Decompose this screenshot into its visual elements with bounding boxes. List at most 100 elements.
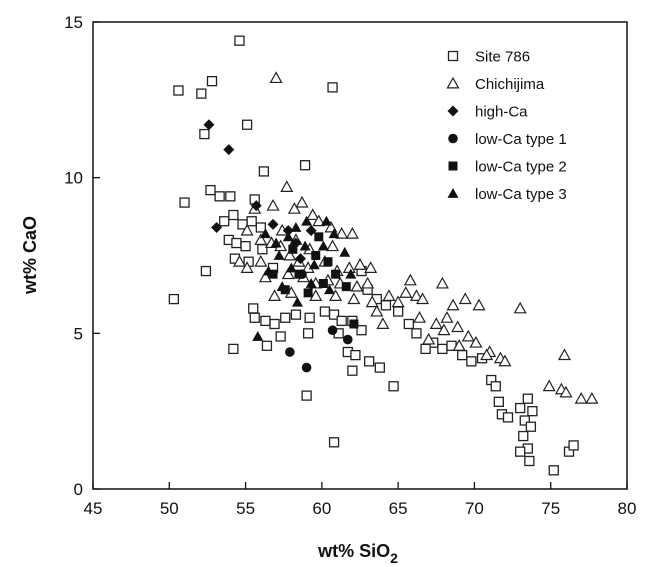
point-low-ca-type-1-3 (342, 334, 353, 345)
point-site-786-32 (280, 312, 291, 323)
point-high-ca-7 (305, 225, 317, 237)
point-site-786-60 (437, 343, 448, 355)
plot-frame (92, 21, 628, 490)
point-low-ca-type-3-9 (339, 246, 351, 257)
point-chichijima-73 (437, 323, 451, 336)
point-low-ca-type-3-7 (317, 240, 329, 251)
point-chichijima-33 (399, 286, 413, 298)
point-chichijima-8 (335, 226, 349, 239)
point-low-ca-type-3-3 (282, 231, 294, 242)
point-site-786-7 (179, 197, 190, 208)
point-chichijima-58 (345, 226, 359, 239)
point-chichijima-19 (342, 261, 356, 273)
point-site-786-62 (457, 349, 468, 361)
point-chichijima-56 (574, 391, 588, 404)
point-site-786-48 (275, 331, 286, 342)
point-low-ca-type-2-7 (341, 282, 351, 292)
point-chichijima-4 (287, 202, 301, 214)
x-axis-label: wt% SiO2 (317, 541, 398, 566)
y-axis-label: wt% CaO (20, 216, 40, 295)
point-chichijima-45 (451, 320, 465, 333)
point-chichijima-1 (280, 180, 294, 193)
point-site-786-15 (228, 209, 239, 221)
point-low-ca-type-2-3 (303, 288, 313, 298)
point-chichijima-70 (376, 317, 390, 329)
point-low-ca-type-3-5 (299, 240, 311, 251)
point-site-786-34 (304, 312, 315, 323)
point-low-ca-type-3-2 (273, 250, 285, 260)
point-site-786-5 (199, 128, 210, 140)
point-low-ca-type-3-4 (290, 221, 302, 232)
point-low-ca-type-2-11 (314, 232, 324, 242)
point-high-ca-4 (267, 218, 279, 230)
point-chichijima-59 (326, 239, 340, 252)
legend-marker-low-ca-type-3 (447, 188, 459, 198)
point-site-786-3 (206, 76, 218, 87)
point-site-786-39 (356, 325, 367, 336)
point-chichijima-40 (458, 292, 472, 305)
point-site-786-72 (515, 402, 526, 414)
point-chichijima-72 (422, 332, 436, 345)
x-axis-label-subscript: 2 (390, 550, 398, 566)
legend-marker-chichijima (446, 76, 460, 89)
y-tick-label-1: 5 (74, 324, 83, 343)
point-site-786-57 (403, 318, 414, 330)
point-site-786-42 (350, 349, 361, 361)
point-chichijima-23 (240, 261, 254, 273)
point-chichijima-30 (350, 279, 364, 292)
point-site-786-21 (240, 241, 251, 252)
point-site-786-63 (466, 356, 477, 367)
point-chichijima-32 (382, 289, 396, 301)
x-tick-label-6: 75 (541, 499, 560, 518)
point-chichijima-38 (435, 276, 449, 289)
legend-marker-site-786 (447, 50, 459, 62)
point-site-786-8 (205, 184, 216, 196)
point-high-ca-3 (250, 200, 262, 212)
point-site-786-44 (364, 356, 375, 367)
point-chichijima-74 (452, 339, 466, 351)
point-site-786-74 (525, 421, 537, 432)
point-site-786-79 (515, 446, 526, 457)
legend: Site 786 Chichijima high-Ca low-Ca type 1 lo… (446, 49, 567, 203)
point-low-ca-type-2-5 (323, 257, 333, 267)
point-site-786-71 (502, 412, 514, 423)
data-points (168, 35, 599, 476)
point-site-786-10 (225, 191, 236, 202)
point-low-ca-type-2-8 (349, 319, 359, 329)
point-chichijima-57 (585, 391, 599, 404)
point-high-ca-0 (203, 119, 215, 131)
point-site-786-35 (319, 306, 331, 317)
point-low-ca-type-3-14 (345, 268, 357, 279)
point-chichijima-69 (365, 295, 379, 308)
point-chichijima-53 (542, 379, 556, 392)
point-site-786-68 (490, 381, 501, 392)
x-tick-label-1: 50 (160, 499, 179, 518)
point-low-ca-type-2-2 (294, 269, 304, 279)
legend-marker-high-ca (447, 105, 459, 117)
point-low-ca-type-3-15 (285, 262, 297, 273)
point-chichijima-14 (283, 248, 297, 261)
point-site-786-47 (261, 340, 273, 351)
point-low-ca-type-3-0 (252, 330, 264, 341)
point-low-ca-type-2-9 (318, 279, 328, 289)
point-chichijima-25 (281, 267, 295, 280)
x-tick-label-2: 55 (236, 499, 255, 518)
point-chichijima-36 (403, 273, 417, 286)
legend-label-low-ca-type-3: low-Ca type 3 (475, 186, 567, 203)
point-site-786-26 (200, 265, 212, 277)
point-high-ca-8 (294, 253, 306, 265)
point-site-786-17 (246, 216, 257, 227)
point-chichijima-51 (513, 301, 527, 314)
point-site-786-28 (248, 303, 259, 314)
point-low-ca-type-3-16 (301, 215, 313, 226)
point-site-786-55 (380, 300, 392, 311)
point-low-ca-type-3-11 (291, 296, 303, 307)
point-chichijima-6 (306, 208, 320, 221)
legend-label-low-ca-type-1: low-Ca type 1 (475, 131, 567, 148)
point-chichijima-64 (268, 289, 282, 301)
point-low-ca-type-3-1 (262, 265, 274, 276)
point-site-786-69 (493, 396, 504, 407)
point-site-786-0 (234, 35, 245, 46)
point-low-ca-type-1-1 (301, 362, 312, 373)
